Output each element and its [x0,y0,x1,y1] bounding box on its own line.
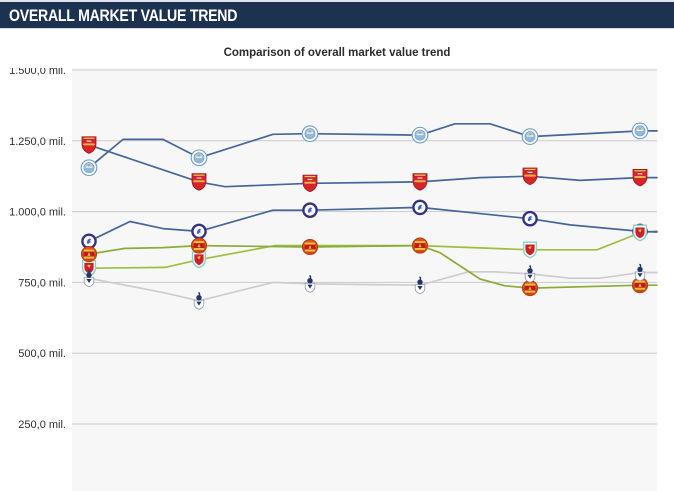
y-axis-tick-label: 1.500,0 mil. [9,68,66,77]
crest-marker-liverpool[interactable] [522,241,538,259]
crest-marker-chelsea[interactable] [302,202,318,218]
y-axis-tick-label: 750,0 mil. [18,277,66,289]
crest-marker-manutd[interactable] [411,237,429,254]
crest-marker-mancity[interactable] [631,122,649,140]
crest-marker-tottenham[interactable] [83,269,95,288]
crest-marker-chelsea[interactable] [81,233,97,250]
crest-marker-manutd[interactable] [80,246,98,263]
chart-title: Comparison of overall market value trend [223,47,451,59]
y-axis-tick-label: 250,0 mil. [18,419,66,431]
y-axis-tick-label: 1.250,0 mil. [9,136,66,148]
crest-marker-manutd[interactable] [631,277,649,294]
crest-marker-chelsea[interactable] [522,210,538,227]
crest-marker-mancity[interactable] [411,126,429,144]
crest-marker-arsenal[interactable] [522,167,538,186]
crest-marker-arsenal[interactable] [412,173,428,191]
crest-marker-arsenal[interactable] [632,168,648,187]
crest-marker-tottenham[interactable] [304,275,316,293]
top-strip [0,0,674,2]
crest-marker-manutd[interactable] [301,238,319,256]
section-header: OVERALL MARKET VALUE TREND [0,2,674,29]
series-line-mancity [88,122,658,169]
crest-marker-arsenal[interactable] [81,136,97,154]
crest-marker-mancity[interactable] [190,149,208,167]
market-value-trend-chart: 1.500,0 mil. 1.250,0 mil. 1.000,0 mil. 750,… [9,68,658,491]
crest-marker-mancity[interactable] [301,125,319,143]
crest-marker-arsenal[interactable] [191,173,207,191]
crest-marker-tottenham[interactable] [634,263,646,282]
crest-marker-arsenal[interactable] [302,174,318,193]
crest-marker-mancity[interactable] [521,128,539,145]
crest-marker-liverpool[interactable] [632,224,648,242]
crest-marker-mancity[interactable] [80,159,98,177]
crest-marker-chelsea[interactable] [412,199,428,216]
crest-marker-tottenham[interactable] [414,276,426,295]
crest-marker-tottenham[interactable] [193,292,205,310]
crest-marker-liverpool[interactable] [191,251,207,269]
y-axis-tick-label: 1.000,0 mil. [9,207,66,219]
plot-area [72,68,657,491]
crest-marker-tottenham[interactable] [524,265,536,283]
section-title: OVERALL MARKET VALUE TREND [9,5,238,25]
crest-marker-chelsea[interactable] [191,223,207,240]
series-line-manutd [88,244,658,289]
series-line-arsenal [88,144,658,188]
crest-marker-manutd[interactable] [190,237,208,254]
y-axis-tick-label: 500,0 mil. [18,348,66,360]
